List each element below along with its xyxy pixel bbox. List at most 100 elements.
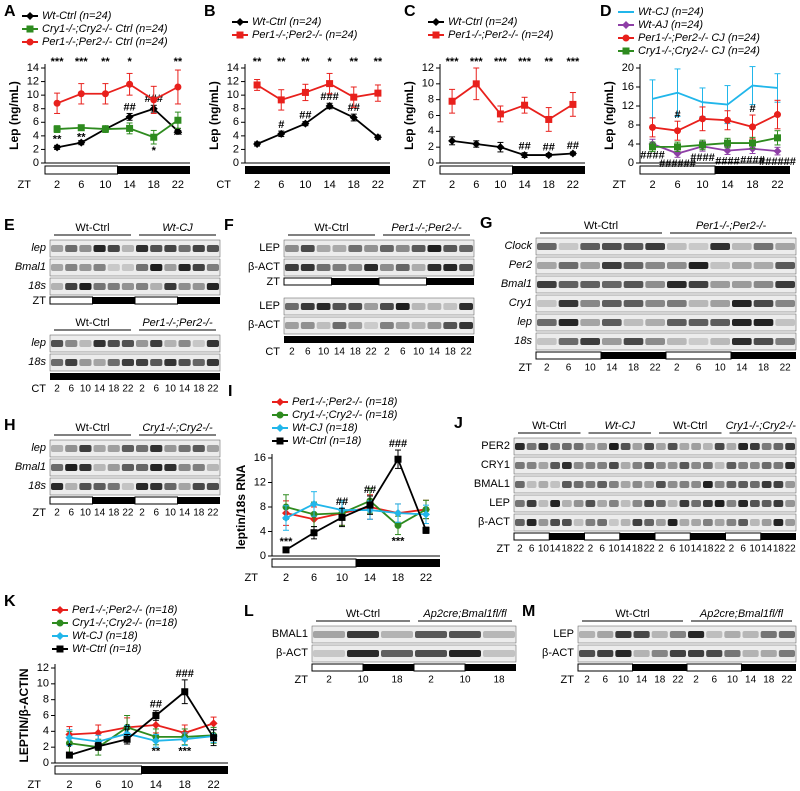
band (656, 462, 666, 469)
band (573, 519, 584, 526)
band (51, 340, 64, 347)
band (300, 264, 315, 271)
group-label: Wt-Ctrl (615, 608, 649, 620)
lane-label: 14 (429, 347, 441, 358)
band (526, 443, 537, 450)
band (703, 519, 713, 526)
band (192, 359, 205, 366)
marker (210, 734, 218, 742)
band (285, 245, 299, 252)
group-label: Wt-Ctrl (346, 608, 380, 620)
marker (150, 133, 158, 141)
band (79, 340, 92, 347)
band (380, 245, 394, 252)
marker (373, 133, 382, 142)
y-tick-label: 16 (254, 452, 266, 464)
band (51, 283, 64, 290)
band (710, 300, 730, 307)
marker (349, 113, 358, 122)
lane-label: 2 (517, 544, 523, 555)
band (178, 264, 191, 271)
marker (432, 18, 440, 26)
band (714, 519, 725, 526)
band (679, 462, 690, 469)
marker (276, 437, 284, 445)
panel-label: A (4, 3, 16, 20)
band (164, 464, 177, 471)
y-tick-label: 0 (233, 157, 239, 169)
band (150, 340, 163, 347)
significance: *** (280, 536, 294, 548)
lane-label: 22 (122, 384, 134, 395)
marker (545, 115, 553, 123)
lane-label: 22 (122, 508, 134, 519)
marker (472, 140, 481, 148)
band (753, 319, 774, 326)
lane-label: 14 (94, 508, 106, 519)
blot-row (49, 239, 221, 258)
x-tick-label: 10 (121, 779, 133, 791)
band (609, 500, 619, 507)
band (558, 243, 579, 250)
band (550, 462, 560, 469)
marker (774, 134, 781, 142)
band (597, 500, 607, 507)
band (632, 462, 643, 469)
band (714, 462, 725, 469)
significance: #### (640, 150, 664, 162)
band (573, 462, 584, 469)
band (738, 519, 748, 526)
x-tick-label: 10 (299, 179, 311, 191)
band (573, 500, 584, 507)
group-label: Cry1-/-;Cry2-/- (142, 422, 213, 434)
row-label: lep (31, 337, 46, 349)
marker (282, 514, 290, 523)
dark-bar (465, 664, 516, 671)
significance: *** (446, 56, 460, 68)
marker (749, 139, 756, 147)
band (51, 264, 64, 271)
panel-label: C (404, 3, 416, 20)
significance: ** (77, 131, 86, 143)
row-label: β-ACT (478, 516, 510, 528)
series-line (285, 457, 427, 551)
y-tick-label: 12 (622, 100, 634, 112)
marker (301, 119, 310, 128)
band (726, 462, 737, 469)
band (738, 462, 748, 469)
band (597, 481, 607, 488)
band (580, 243, 600, 250)
light-bar (577, 663, 633, 672)
marker (236, 31, 244, 39)
band (93, 245, 106, 252)
band (178, 464, 191, 471)
legend-text: Cry1-/-;Cry2-/- CJ (n=24) (638, 45, 760, 57)
band (750, 462, 760, 469)
group-label: Wt-Ctrl (75, 422, 109, 434)
band (121, 359, 134, 366)
band (651, 650, 668, 657)
band (380, 303, 394, 310)
band (724, 650, 741, 657)
band (753, 262, 774, 269)
band (285, 264, 299, 271)
marker (174, 83, 182, 91)
lane-label: 10 (608, 544, 620, 555)
significance: ## (299, 110, 311, 122)
marker (126, 80, 134, 88)
band (206, 445, 219, 452)
row-label: lep (517, 316, 532, 328)
marker (56, 645, 64, 653)
band (585, 462, 596, 469)
marker (180, 735, 189, 744)
panel-label: J (454, 415, 463, 432)
band (775, 281, 795, 288)
band (537, 338, 557, 345)
band (136, 283, 149, 290)
band (411, 303, 426, 310)
marker (325, 102, 334, 110)
band (550, 500, 560, 507)
band (381, 631, 413, 638)
band (316, 303, 331, 310)
band (742, 631, 759, 638)
